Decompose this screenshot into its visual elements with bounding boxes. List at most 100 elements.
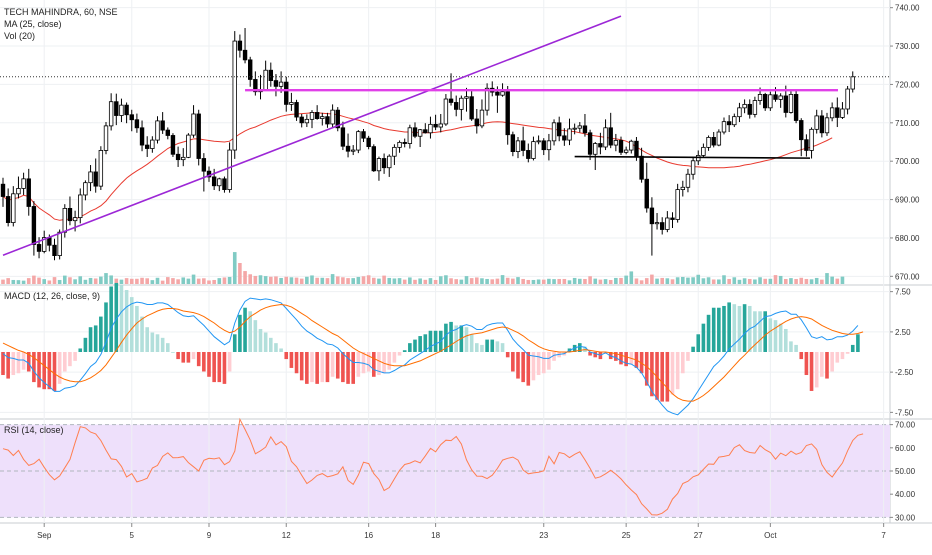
candle-body — [804, 139, 809, 151]
macd-histogram-bar — [140, 316, 144, 352]
candle-body — [629, 140, 634, 151]
candle-body — [639, 155, 644, 180]
volume-bar — [737, 279, 742, 284]
candle-body — [134, 119, 140, 129]
macd-histogram-bar — [469, 334, 474, 352]
candle-body — [361, 131, 366, 139]
volume-bar — [299, 278, 304, 284]
macd-histogram-bar — [274, 343, 278, 352]
candle-body — [284, 81, 289, 105]
volume-bar — [711, 279, 716, 284]
macd-histogram-bar — [475, 343, 479, 352]
candle-body — [459, 97, 464, 110]
volume-bar — [335, 276, 340, 284]
volume-bar — [382, 275, 386, 284]
volume-bar — [644, 278, 649, 284]
volume-bar — [464, 276, 469, 284]
volume-bar — [727, 278, 731, 284]
candle-body — [778, 95, 783, 100]
candle-body — [675, 189, 680, 220]
volume-bar — [305, 276, 309, 284]
macd-histogram-bar — [464, 327, 469, 352]
volume-bar — [104, 273, 108, 284]
volume-bar — [289, 277, 294, 284]
candle-body — [829, 107, 835, 119]
volume-bar — [11, 279, 16, 284]
volume-bar — [825, 273, 829, 284]
macd-histogram-bar — [593, 352, 598, 358]
macd-histogram-bar — [341, 352, 345, 383]
candle-body — [407, 127, 413, 144]
macd-histogram-bar — [88, 327, 93, 352]
macd-histogram-bar — [845, 352, 850, 354]
volume-bar — [279, 277, 283, 284]
candle-body — [232, 40, 237, 151]
volume-bar — [129, 278, 134, 284]
macd-histogram-bar — [511, 352, 515, 372]
candle-body — [294, 102, 299, 118]
macd-histogram-bar — [315, 352, 319, 384]
volume-bar — [57, 279, 62, 284]
macd-histogram-bar — [799, 352, 804, 360]
candle-body — [330, 109, 335, 125]
macd-histogram-bar — [722, 305, 726, 352]
candle-body — [57, 231, 62, 257]
macd-histogram-bar — [26, 352, 31, 372]
volume-bar — [650, 274, 654, 284]
price-tick-label: 680.00 — [895, 234, 920, 243]
candle-body — [304, 118, 310, 124]
macd-histogram-bar — [330, 352, 335, 377]
volume-bar — [341, 277, 345, 284]
volume-bar — [78, 276, 83, 284]
volume-bar — [583, 278, 587, 284]
volume-bar — [232, 252, 237, 284]
macd-histogram-bar — [516, 352, 520, 379]
volume-bar — [269, 276, 273, 284]
volume-bar — [557, 278, 561, 284]
candle-body — [428, 123, 433, 134]
macd-histogram-bar — [753, 311, 757, 352]
macd-histogram-bar — [114, 282, 119, 352]
volume-bar — [655, 278, 659, 284]
volume-bar — [799, 277, 804, 284]
volume-bar — [423, 279, 428, 284]
macd-histogram-bar — [758, 311, 762, 352]
volume-bar — [670, 279, 675, 284]
macd-histogram-bar — [686, 352, 690, 361]
volume-bar — [68, 277, 72, 284]
macd-histogram-bar — [521, 352, 525, 383]
volume-bar — [433, 279, 438, 284]
candle-body — [217, 178, 222, 187]
rsi-tick-label: 70.00 — [895, 421, 916, 430]
volume-bar — [747, 278, 752, 284]
macd-histogram-bar — [536, 352, 541, 376]
candle-body — [155, 120, 160, 141]
volume-bar — [619, 277, 623, 284]
signal-line — [2, 303, 864, 402]
candle-body — [448, 98, 454, 103]
volume-bar — [294, 277, 299, 284]
macd-histogram-bar — [248, 311, 252, 352]
macd-legend: MACD (12, 26, close, 9) — [4, 291, 101, 301]
volume-bar — [114, 278, 119, 284]
candle-body — [392, 146, 397, 157]
macd-histogram-bar — [253, 320, 258, 352]
macd-histogram-bar — [773, 320, 778, 352]
volume-bar — [166, 277, 170, 284]
chart-title: TECH MAHINDRA, 60, NSE — [4, 7, 118, 17]
macd-histogram-bar — [830, 352, 834, 372]
macd-histogram-bar — [52, 352, 57, 391]
candle-body — [484, 87, 490, 111]
volume-bar — [485, 278, 489, 284]
volume-bar — [686, 277, 690, 284]
macd-histogram-bar — [320, 352, 325, 383]
macd-histogram-bar — [814, 352, 819, 388]
price-tick-label: 710.00 — [895, 119, 920, 128]
macd-tick-label: 7.50 — [895, 288, 911, 297]
volume-bar — [16, 280, 21, 284]
candle-body — [98, 150, 104, 187]
macd-histogram-bar — [639, 352, 644, 374]
macd-histogram-bar — [624, 352, 628, 367]
volume-bar — [505, 277, 510, 284]
